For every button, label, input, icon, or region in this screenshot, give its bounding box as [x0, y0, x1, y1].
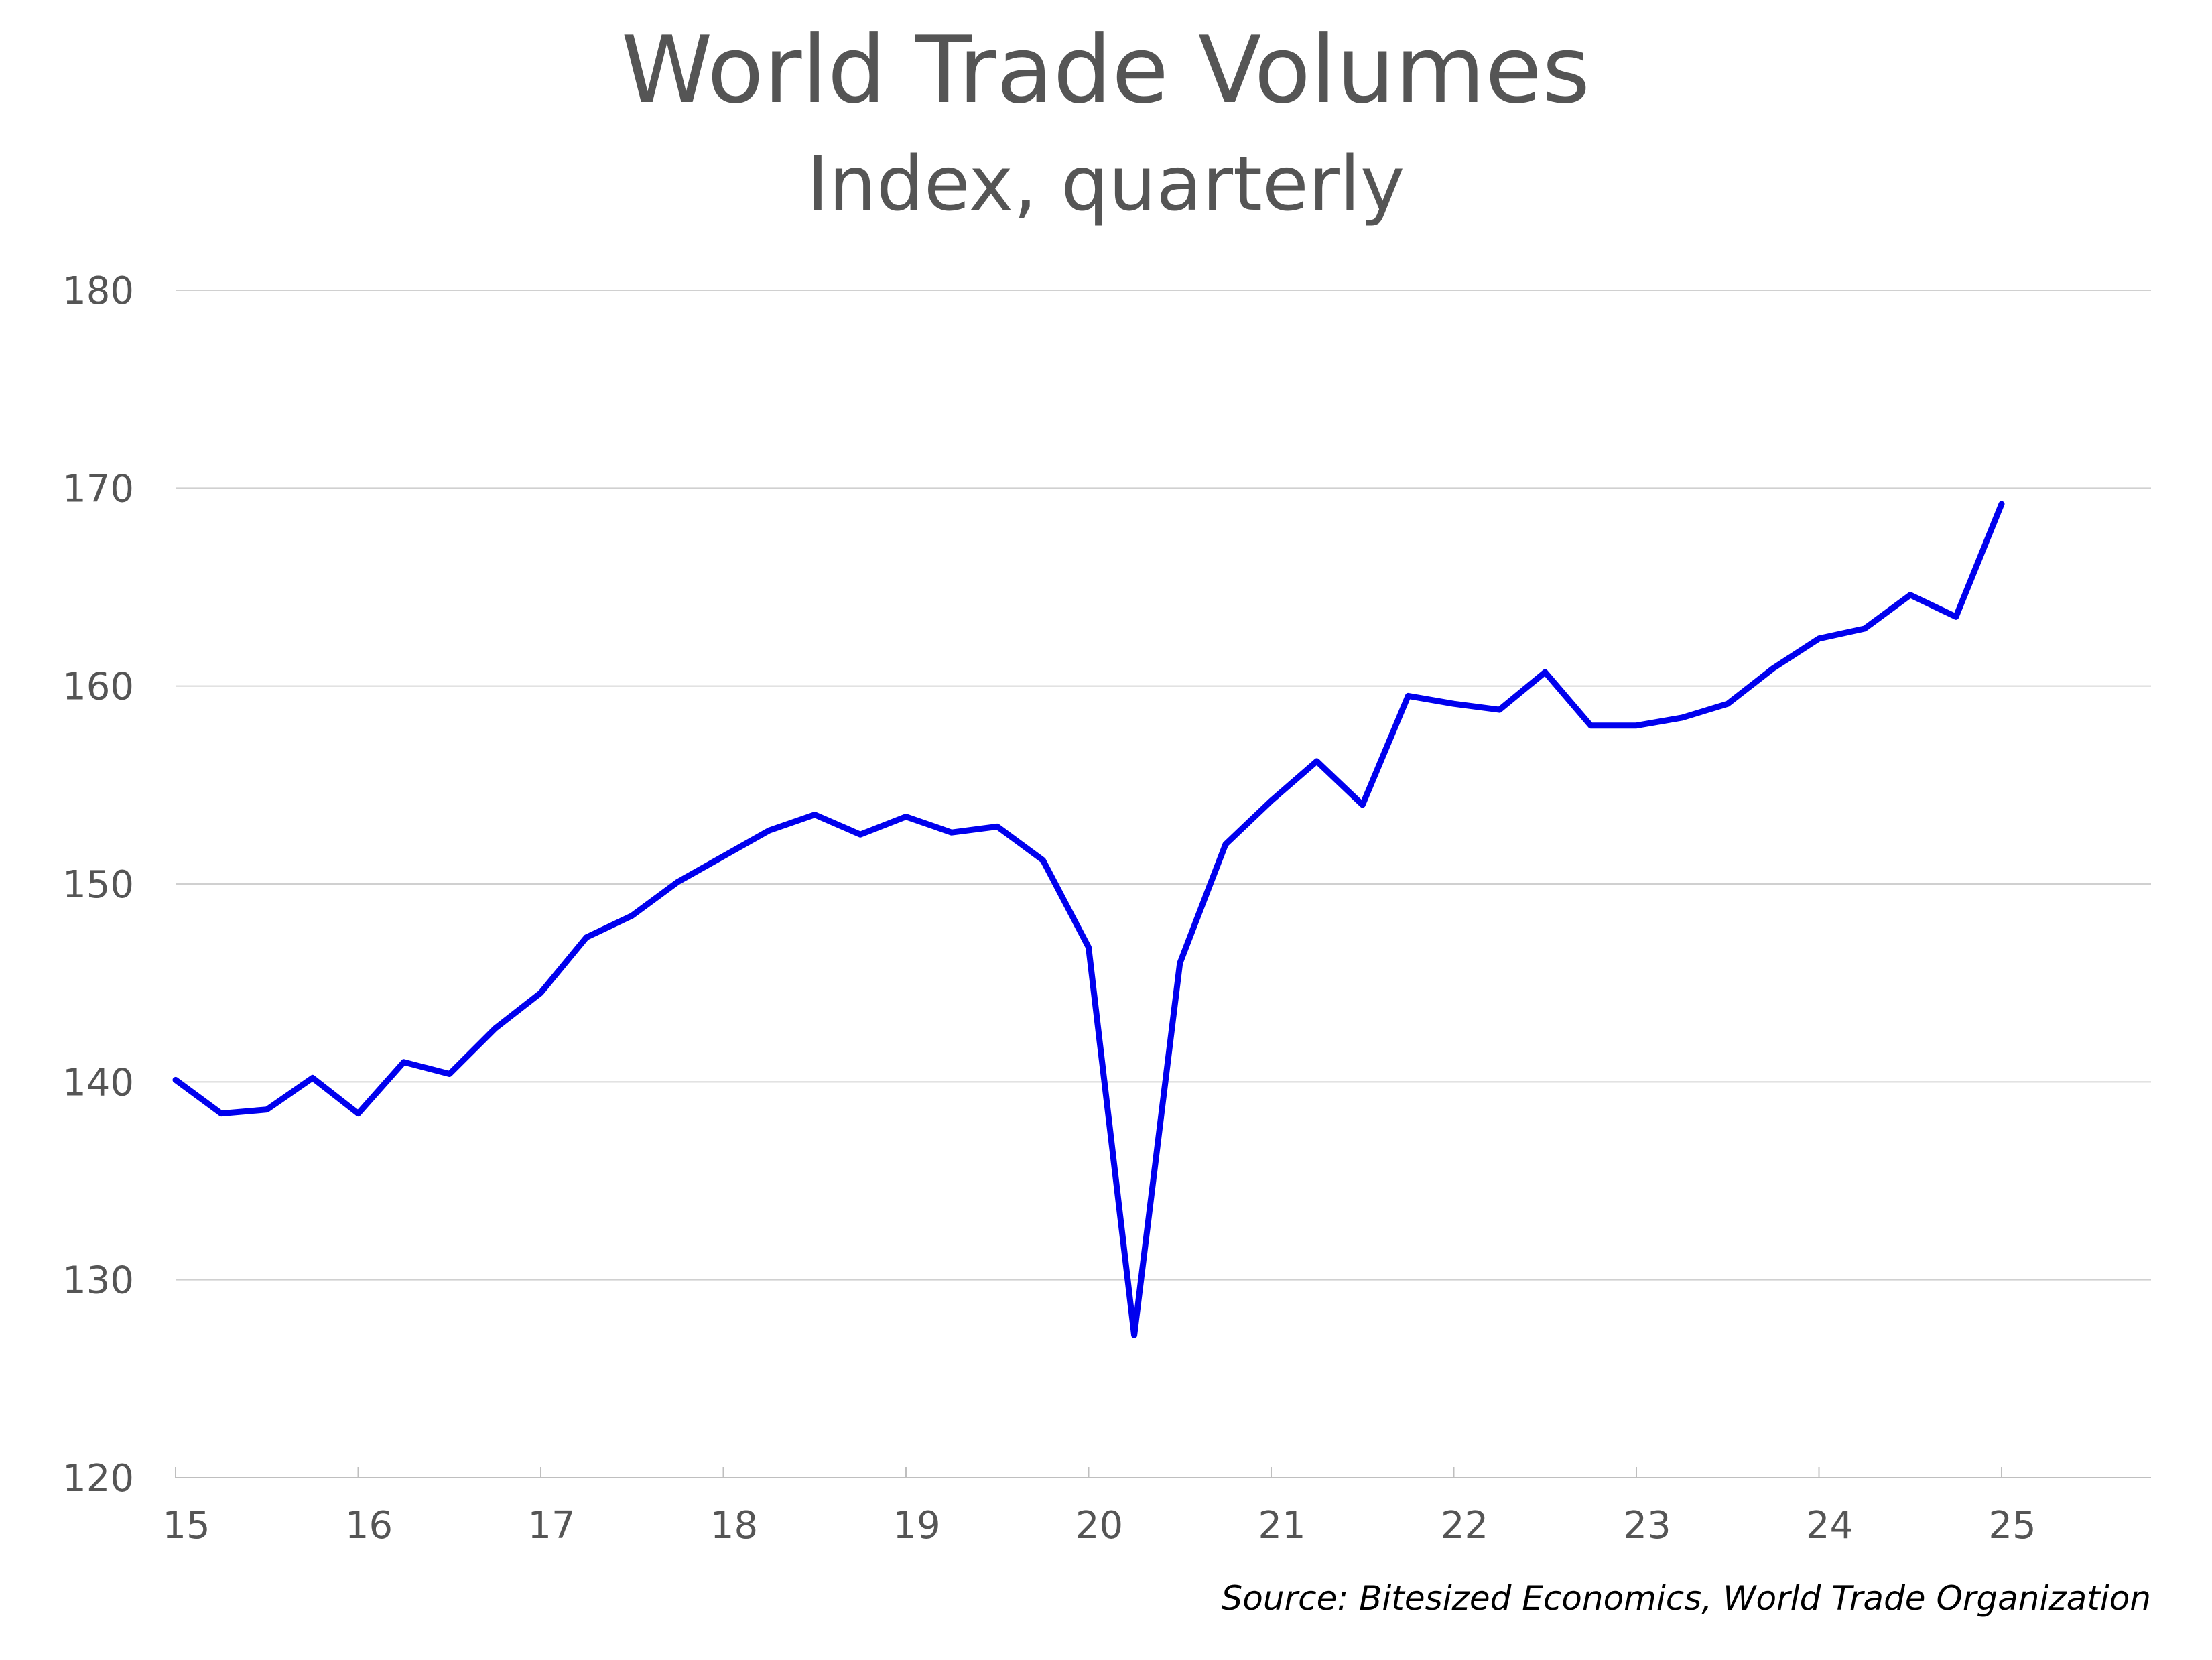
series-group [172, 501, 2005, 1338]
data-point-0-20 [1086, 944, 1092, 950]
data-point-0-21 [1131, 1332, 1137, 1338]
data-point-0-3 [310, 1075, 316, 1081]
data-point-0-26 [1360, 802, 1366, 808]
x-axis: 15 16 17 18 19 20 21 22 23 24 25 [162, 1467, 2151, 1547]
data-point-0-8 [538, 990, 543, 996]
x-tick-label-17: 17 [527, 1504, 575, 1547]
y-tick-label-150: 150 [62, 863, 134, 907]
data-point-0-11 [675, 879, 681, 885]
source-note: Source: Bitesized Economics, World Trade… [1222, 1579, 2151, 1618]
data-point-0-22 [1177, 960, 1183, 966]
y-tick-label-180: 180 [62, 269, 134, 313]
y-tick-label-160: 160 [62, 665, 134, 709]
data-point-0-7 [492, 1025, 498, 1031]
y-tick-label-120: 120 [62, 1457, 134, 1501]
chart-title: World Trade Volumes [621, 16, 1590, 124]
data-point-0-1 [218, 1110, 224, 1116]
y-axis: 120 130 140 150 160 170 180 [62, 269, 134, 1501]
data-point-0-25 [1314, 758, 1320, 764]
x-tick-label-20: 20 [1076, 1504, 1123, 1547]
chart-subtitle: Index, quarterly [807, 141, 1405, 228]
data-point-0-29 [1496, 707, 1502, 713]
data-point-0-13 [766, 828, 772, 834]
data-point-0-15 [857, 832, 863, 838]
data-point-0-12 [720, 853, 726, 859]
x-tick-label-21: 21 [1258, 1504, 1305, 1547]
x-tick-label-15: 15 [162, 1504, 210, 1547]
y-tick-label-170: 170 [62, 467, 134, 511]
series-line-0 [172, 501, 2005, 1338]
data-point-0-36 [1816, 635, 1822, 641]
x-tick-label-18: 18 [710, 1504, 758, 1547]
data-point-0-2 [264, 1106, 270, 1112]
data-point-0-5 [401, 1059, 407, 1065]
x-tick-label-25: 25 [1988, 1504, 2036, 1547]
data-point-0-33 [1679, 714, 1685, 720]
data-point-0-35 [1770, 665, 1776, 672]
x-tick-label-16: 16 [345, 1504, 393, 1547]
data-point-0-32 [1634, 722, 1639, 728]
data-point-0-4 [355, 1110, 361, 1116]
data-point-0-17 [949, 830, 955, 836]
x-tick-label-22: 22 [1441, 1504, 1488, 1547]
data-point-0-10 [629, 913, 635, 919]
data-point-0-14 [811, 812, 818, 818]
x-tick-label-24: 24 [1806, 1504, 1853, 1547]
data-point-0-30 [1542, 669, 1548, 675]
gridlines [176, 290, 2151, 1281]
data-point-0-34 [1725, 701, 1731, 707]
data-point-0-16 [903, 814, 909, 820]
data-point-0-39 [1953, 614, 1959, 620]
data-point-0-27 [1405, 693, 1411, 699]
data-point-0-38 [1907, 592, 1913, 598]
data-point-0-24 [1268, 797, 1274, 804]
data-point-0-19 [1040, 857, 1046, 863]
data-point-0-0 [173, 1077, 178, 1083]
data-point-0-9 [584, 934, 590, 940]
data-point-0-18 [994, 824, 1000, 830]
y-tick-label-140: 140 [62, 1061, 134, 1104]
data-point-0-23 [1222, 841, 1228, 847]
y-tick-label-130: 130 [62, 1259, 134, 1303]
data-point-0-40 [1999, 501, 2004, 507]
data-point-0-37 [1862, 626, 1868, 632]
data-point-0-31 [1587, 722, 1593, 728]
x-tick-label-19: 19 [893, 1504, 940, 1547]
data-point-0-6 [446, 1071, 452, 1077]
data-point-0-28 [1451, 701, 1457, 707]
x-tick-label-23: 23 [1623, 1504, 1671, 1547]
